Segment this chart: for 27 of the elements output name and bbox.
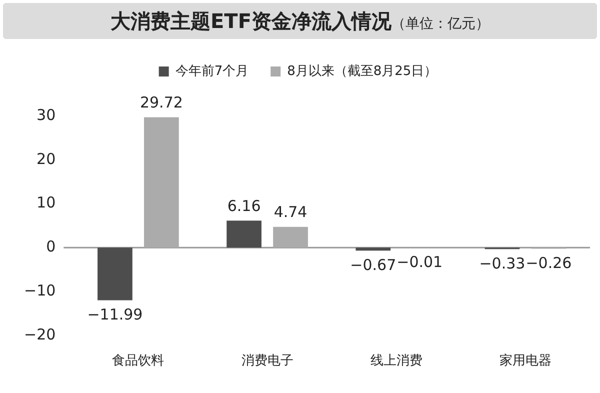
x-tick-label: 家用电器 — [499, 352, 552, 369]
y-tick-label: −10 — [24, 281, 56, 300]
data-label: −0.01 — [396, 253, 443, 272]
data-label: −0.33 — [479, 254, 526, 272]
data-label: −0.67 — [350, 256, 396, 274]
y-tick-label: 20 — [36, 150, 56, 168]
bar — [226, 220, 262, 248]
legend-label: 8月以来（截至8月25日） — [287, 64, 438, 79]
x-tick-label: 食品饮料 — [112, 354, 164, 369]
data-label: 4.74 — [274, 203, 308, 222]
chart-subtitle: （单位：亿元） — [391, 16, 490, 32]
data-label: −0.26 — [526, 254, 572, 272]
data-label: 6.16 — [227, 197, 261, 215]
bar — [356, 248, 391, 251]
x-tick-label: 线上消费 — [370, 354, 422, 369]
data-label: 29.72 — [140, 94, 183, 112]
chart-title: 大消费主题ETF资金净流入情况 — [110, 9, 392, 33]
y-tick-label: −20 — [24, 325, 56, 344]
bar — [98, 248, 132, 300]
bar — [273, 226, 308, 248]
data-label: −11.99 — [87, 306, 143, 324]
legend-label: 今年前7个月 — [175, 64, 249, 79]
y-tick-label: 30 — [36, 106, 56, 124]
x-tick-label: 消费电子 — [241, 354, 294, 369]
bar — [144, 117, 179, 248]
y-tick-label: 0 — [46, 238, 56, 256]
y-tick-label: 10 — [36, 194, 56, 212]
